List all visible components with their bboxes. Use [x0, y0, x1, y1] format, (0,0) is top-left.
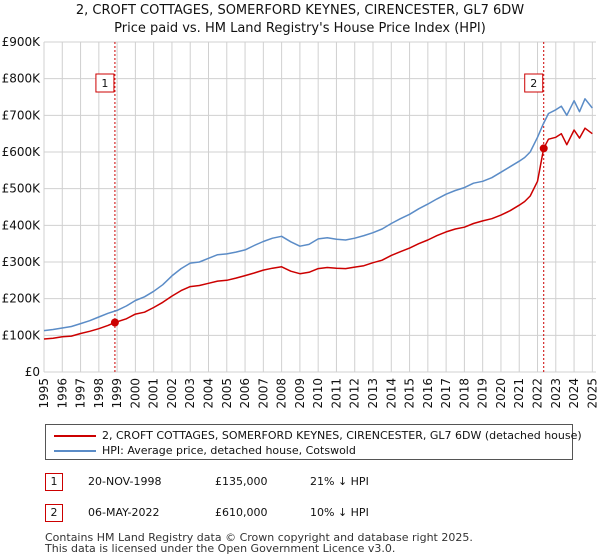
y-tick-label: £700K	[2, 108, 42, 122]
sale-1-label: 1	[101, 77, 108, 90]
x-tick-label: 2018	[457, 378, 471, 409]
title-line-2: Price paid vs. HM Land Registry's House …	[114, 21, 486, 36]
sale-marker-lines	[114, 42, 545, 372]
x-tick-label: 2023	[549, 378, 563, 409]
y-axis-labels: £0 £100K £200K £300K £400K £500K £600K £700K £80…	[2, 35, 42, 379]
x-tick-label: 2007	[256, 378, 270, 409]
x-tick-label: 1995	[37, 378, 51, 409]
x-tick-label: 2020	[494, 378, 508, 409]
y-tick-label: £400K	[2, 218, 42, 232]
x-tick-label: 1998	[92, 378, 106, 409]
x-tick-label: 2016	[421, 378, 435, 409]
x-tick-label: 2009	[293, 378, 307, 409]
x-tick-label: 2024	[567, 378, 581, 409]
y-tick-label: £500K	[2, 182, 42, 196]
y-tick-label: £900K	[2, 35, 42, 49]
footer-line-2: This data is licensed under the Open Gov…	[45, 542, 396, 555]
x-tick-label: 2025	[585, 378, 599, 409]
x-tick-label: 1996	[55, 378, 69, 409]
x-axis-labels: 1995 1996 1997 1998 1999 2000 2001 2002 2003 2004…	[37, 378, 599, 409]
x-tick-label: 2015	[403, 378, 417, 409]
chart-legend: 2, CROFT COTTAGES, SOMERFORD KEYNES, CIR…	[45, 424, 582, 460]
x-tick-label: 2011	[329, 378, 343, 409]
x-tick-label: 1997	[74, 378, 88, 409]
x-tick-label: 2004	[202, 378, 216, 409]
x-tick-label: 2014	[384, 378, 398, 409]
x-tick-label: 2000	[128, 378, 142, 409]
y-tick-label: £200K	[2, 292, 42, 306]
plot-background	[44, 42, 596, 372]
x-tick-label: 2012	[348, 378, 362, 409]
chart-grid	[43, 41, 596, 373]
legend-swatch-property	[54, 435, 96, 437]
x-tick-label: 2002	[165, 378, 179, 409]
x-tick-label: 1999	[110, 378, 124, 409]
x-tick-label: 2006	[238, 378, 252, 409]
sale-row-2: 2 06-MAY-2022 £610,000 10% ↓ HPI	[45, 504, 585, 524]
sale-row-1: 1 20-NOV-1998 £135,000 21% ↓ HPI	[45, 473, 585, 493]
sale-date: 20-NOV-1998	[88, 475, 162, 488]
hpi-line	[43, 98, 593, 332]
legend-swatch-hpi	[54, 450, 96, 452]
x-tick-label: 2001	[147, 378, 161, 409]
sale-number-badge: 1	[45, 473, 63, 491]
chart-title: 2, CROFT COTTAGES, SOMERFORD KEYNES, CIR…	[0, 2, 600, 38]
y-tick-label: £100K	[2, 328, 42, 342]
sale-hpi-diff: 10% ↓ HPI	[310, 506, 369, 519]
footer-line-1: Contains HM Land Registry data © Crown c…	[45, 531, 473, 544]
y-tick-label: £800K	[2, 72, 42, 86]
y-tick-label: £600K	[2, 145, 42, 159]
y-tick-label: £300K	[2, 255, 42, 269]
x-tick-label: 2019	[476, 378, 490, 409]
x-tick-label: 2022	[531, 378, 545, 409]
sale-points	[110, 144, 548, 327]
sale-2-point	[539, 144, 548, 153]
x-tick-label: 2005	[220, 378, 234, 409]
footer-attribution: Contains HM Land Registry data © Crown c…	[45, 532, 473, 554]
title-line-1: 2, CROFT COTTAGES, SOMERFORD KEYNES, CIR…	[75, 3, 525, 18]
sale-2-label: 2	[530, 77, 537, 90]
sale-1-point	[110, 318, 119, 327]
sale-1-label-box	[95, 73, 115, 93]
x-tick-label: 2021	[512, 378, 526, 409]
x-tick-label: 2013	[366, 378, 380, 409]
x-tick-label: 2017	[439, 378, 453, 409]
chart-series	[43, 98, 593, 340]
sale-price: £610,000	[215, 506, 268, 519]
x-tick-label: 2008	[275, 378, 289, 409]
sale-hpi-diff: 21% ↓ HPI	[310, 475, 369, 488]
y-tick-label: £0	[25, 365, 40, 379]
x-tick-label: 2010	[311, 378, 325, 409]
sale-price: £135,000	[215, 475, 268, 488]
legend-label-property: 2, CROFT COTTAGES, SOMERFORD KEYNES, CIR…	[102, 429, 582, 442]
x-tick-label: 2003	[183, 378, 197, 409]
sale-number-badge: 2	[45, 504, 63, 522]
sale-2-label-box	[524, 73, 544, 93]
legend-label-hpi: HPI: Average price, detached house, Cots…	[102, 444, 356, 457]
sale-date: 06-MAY-2022	[88, 506, 160, 519]
property-price-line	[43, 127, 593, 340]
